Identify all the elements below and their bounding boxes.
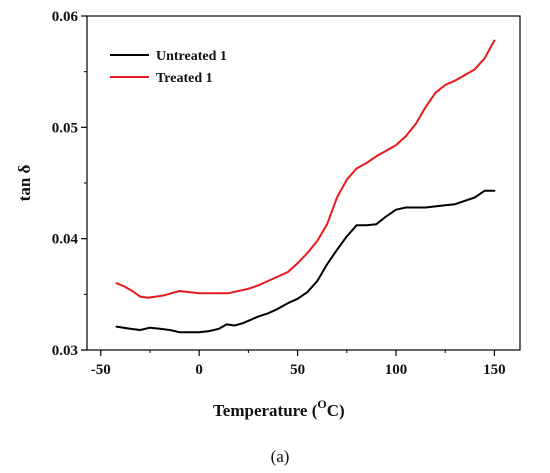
x-axis-unit-superscript: O	[317, 397, 326, 411]
x-tick-label: 100	[385, 362, 408, 378]
legend: Untreated 1 Treated 1	[110, 49, 227, 86]
x-axis-ticks: -50 0 50 100 150	[91, 350, 506, 378]
legend-label-untreated-1: Untreated 1	[156, 49, 227, 64]
figure-caption: (a)	[271, 447, 290, 466]
y-tick-label: 0.05	[52, 120, 78, 136]
series-line-treated-1	[115, 39, 496, 299]
y-tick-label: 0.04	[52, 232, 79, 248]
x-axis-unit-suffix: C	[327, 401, 339, 420]
series-layer	[115, 39, 496, 334]
x-axis-title: Temperature (OC)	[213, 397, 345, 420]
legend-label-treated-1: Treated 1	[156, 71, 213, 86]
series-line-untreated-1	[115, 189, 496, 334]
x-tick-label: 150	[483, 362, 506, 378]
y-axis-ticks: 0.03 0.04 0.05 0.06	[52, 9, 87, 359]
y-tick-label: 0.03	[52, 343, 78, 359]
x-axis-title-main: Temperature	[213, 401, 308, 420]
x-tick-label: 0	[195, 362, 203, 378]
y-axis-title: tan δ	[15, 164, 34, 201]
x-tick-label: -50	[91, 362, 111, 378]
plot-frame	[86, 15, 521, 351]
y-tick-label: 0.06	[52, 9, 79, 25]
x-tick-label: 50	[290, 362, 305, 378]
